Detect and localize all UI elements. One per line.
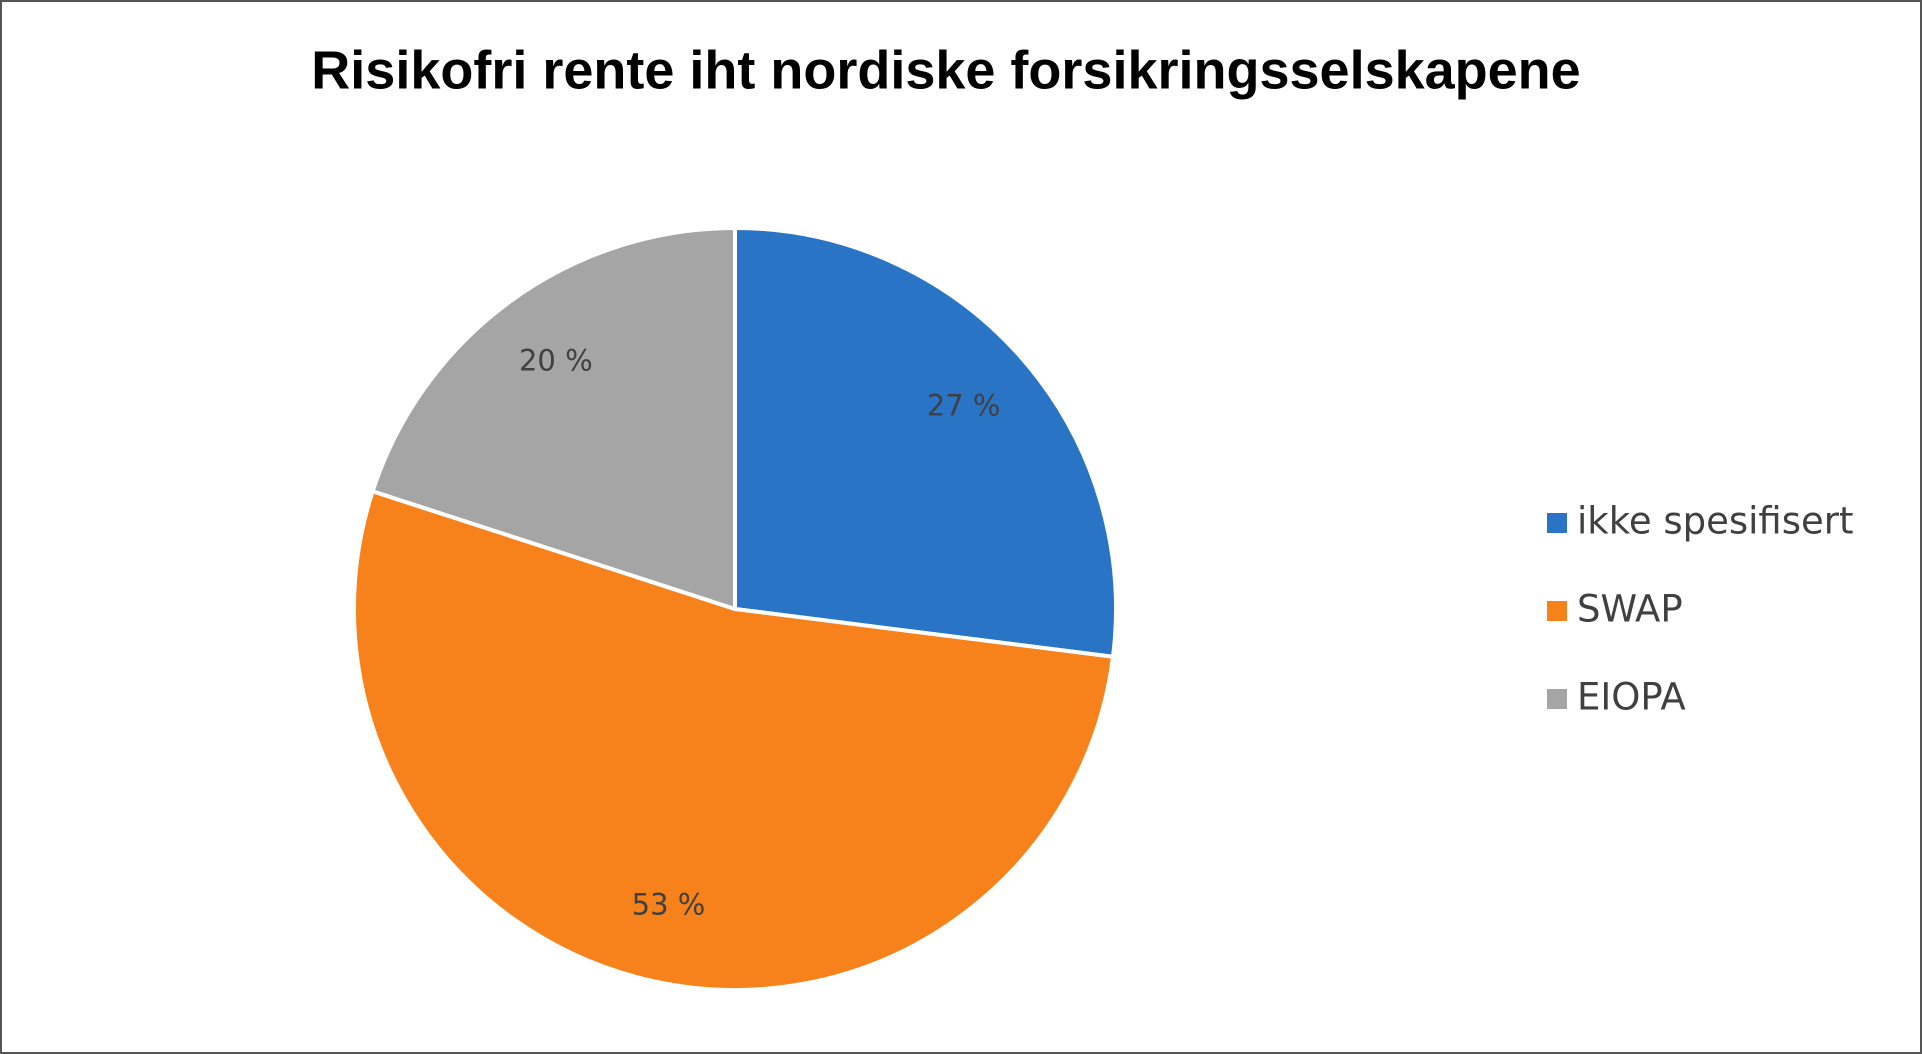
data-label: 27 % xyxy=(927,388,1001,422)
legend-swatch xyxy=(1547,689,1567,709)
chart-title: Risikofri rente iht nordiske forsikrings… xyxy=(311,40,1580,100)
pie-slice xyxy=(352,488,1116,992)
legend-swatch xyxy=(1547,601,1567,621)
legend-label: EIOPA xyxy=(1577,676,1686,719)
pie-slice xyxy=(370,225,737,612)
legend-label: SWAP xyxy=(1577,588,1683,631)
data-label: 53 % xyxy=(632,887,706,921)
data-label: 20 % xyxy=(519,343,593,377)
pie-slice xyxy=(733,225,1119,659)
legend-label: ikke spesifisert xyxy=(1577,500,1854,543)
legend-swatch xyxy=(1547,513,1567,533)
